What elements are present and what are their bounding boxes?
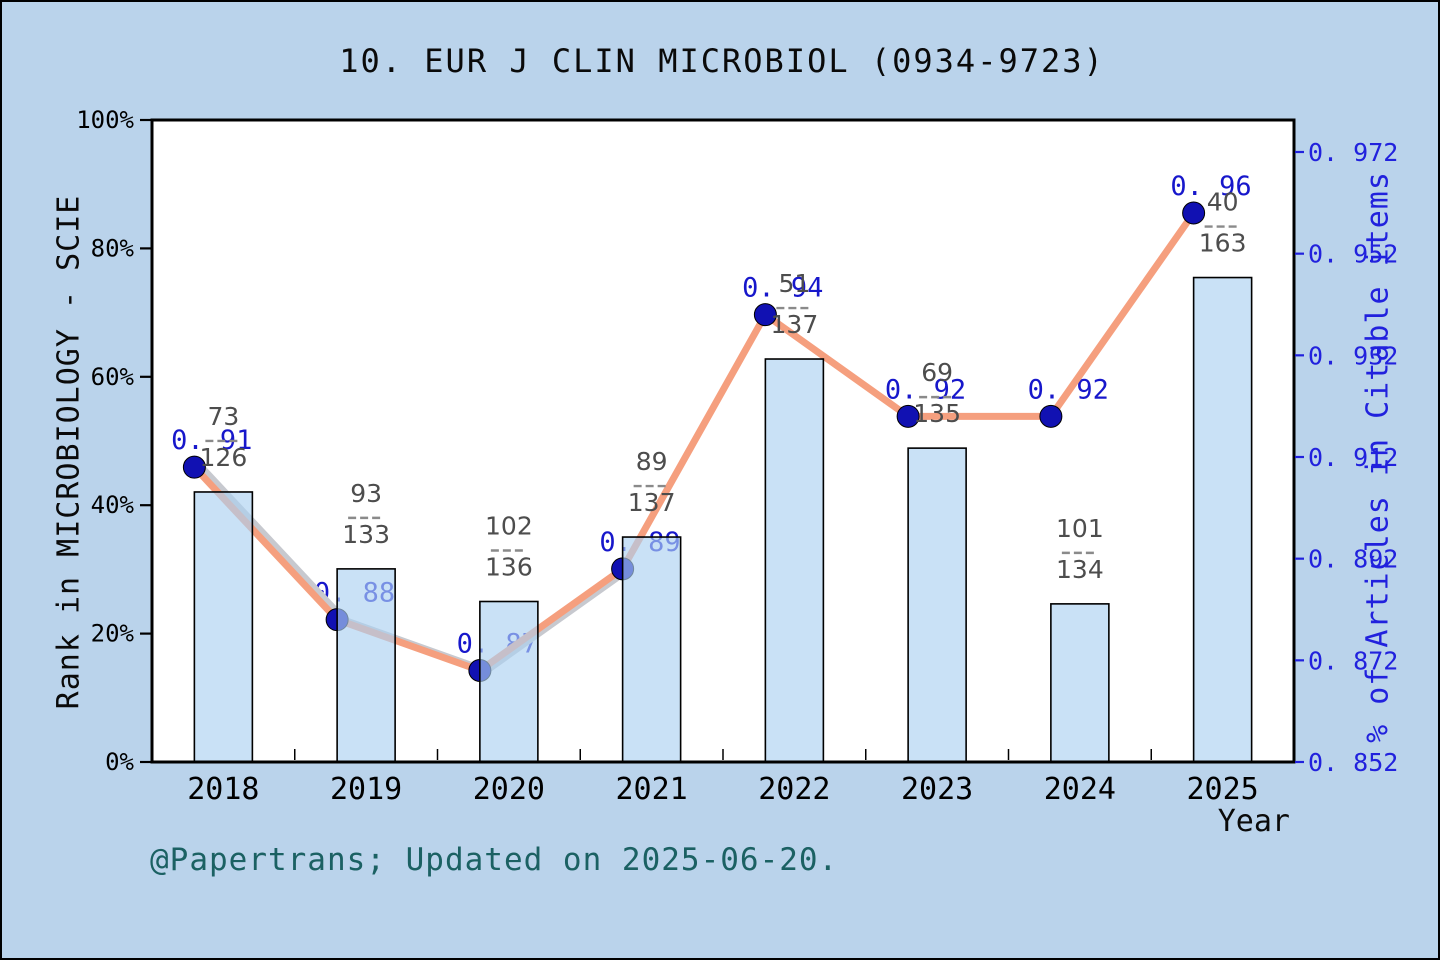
x-tick-label-2019: 2019	[330, 772, 402, 807]
left-tick-label: 60%	[91, 363, 135, 391]
data-point-2018	[182, 455, 206, 479]
fraction-numerator-2022: 51	[778, 269, 810, 298]
x-tick-label-2021: 2021	[616, 772, 688, 807]
rank-bar-2019	[336, 568, 396, 763]
data-point-2023	[896, 404, 920, 428]
fraction-denominator-2018: 126	[200, 443, 248, 472]
fraction-denominator-2024: 134	[1056, 555, 1104, 584]
left-tick-label: 0%	[105, 748, 134, 776]
rank-bar-2018	[193, 491, 254, 763]
left-tick-label: 20%	[91, 620, 135, 648]
fraction-denominator-2025: 163	[1199, 229, 1247, 258]
chart-title: 10. EUR J CLIN MICROBIOL (0934-9723)	[339, 42, 1105, 80]
x-tick-label-2024: 2024	[1044, 772, 1116, 807]
rank-bar-2022	[764, 358, 825, 763]
left-tick-label: 100%	[76, 106, 134, 134]
fraction-denominator-2022: 137	[771, 310, 819, 339]
left-tick-label: 40%	[91, 491, 135, 519]
fraction-denominator-2021: 137	[628, 488, 676, 517]
value-label-2025: 0. 96	[1170, 171, 1251, 202]
value-label-2022: 0. 94	[742, 273, 823, 304]
x-tick-label-2023: 2023	[901, 772, 973, 807]
right-tick-label: 0. 892	[1308, 545, 1398, 574]
x-tick-label-2022: 2022	[758, 772, 830, 807]
footer-credit: @Papertrans; Updated on 2025-06-20.	[150, 842, 839, 878]
right-tick-label: 0. 952	[1308, 240, 1398, 269]
fraction-denominator-2019: 133	[342, 520, 390, 549]
right-tick-label: 0. 912	[1308, 443, 1398, 472]
data-point-2022	[753, 303, 777, 327]
rank-bar-2023	[907, 447, 967, 763]
rank-bar-2021	[621, 536, 682, 763]
fraction-numerator-2020: 102	[485, 512, 533, 541]
right-tick-label: 0. 972	[1308, 138, 1398, 167]
fraction-denominator-2020: 136	[485, 553, 533, 582]
right-tick-label: 0. 872	[1308, 646, 1398, 675]
fraction-numerator-2021: 89	[636, 447, 668, 476]
plot-background	[152, 120, 1294, 762]
fraction-denominator-2023: 135	[913, 399, 961, 428]
fraction-numerator-2023: 69	[921, 358, 953, 387]
x-tick-label-2025: 2025	[1187, 772, 1259, 807]
right-tick-label: 0. 852	[1308, 748, 1398, 777]
rank-bar-2024	[1050, 603, 1110, 763]
data-point-2024	[1039, 404, 1063, 428]
x-axis-title: Year	[1217, 804, 1290, 839]
fraction-numerator-2024: 101	[1056, 514, 1104, 543]
rank-bar-2020	[479, 600, 539, 763]
right-tick-label: 0. 932	[1308, 341, 1398, 370]
x-tick-label-2020: 2020	[473, 772, 545, 807]
rank-bar-2025	[1192, 276, 1253, 763]
fraction-numerator-2025: 40	[1207, 188, 1239, 217]
x-tick-label-2018: 2018	[187, 772, 259, 807]
value-label-2023: 0. 92	[885, 374, 966, 405]
fraction-numerator-2018: 73	[207, 402, 239, 431]
data-point-2025	[1182, 201, 1206, 225]
left-tick-label: 80%	[91, 234, 135, 262]
axes-frame	[150, 118, 1296, 764]
fraction-numerator-2019: 93	[350, 479, 382, 508]
